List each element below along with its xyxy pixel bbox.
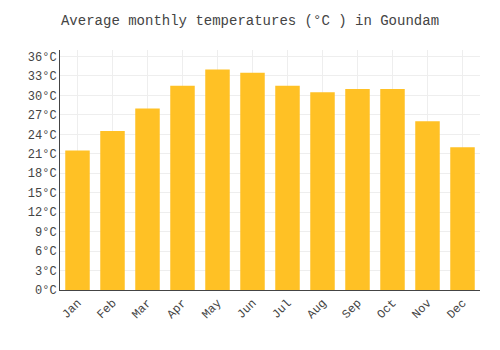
- svg-text:6°C: 6°C: [35, 245, 57, 259]
- svg-text:Apr: Apr: [164, 297, 189, 322]
- svg-text:9°C: 9°C: [35, 226, 57, 240]
- svg-text:33°C: 33°C: [28, 70, 57, 84]
- svg-text:Dec: Dec: [444, 297, 469, 322]
- svg-text:Nov: Nov: [409, 297, 434, 322]
- svg-text:27°C: 27°C: [28, 109, 57, 123]
- svg-text:36°C: 36°C: [28, 51, 57, 65]
- svg-text:May: May: [199, 297, 224, 322]
- svg-text:0°C: 0°C: [35, 284, 57, 298]
- svg-text:Jul: Jul: [269, 297, 294, 322]
- svg-text:Aug: Aug: [304, 297, 329, 322]
- svg-text:18°C: 18°C: [28, 167, 57, 181]
- svg-text:30°C: 30°C: [28, 90, 57, 104]
- svg-text:Jan: Jan: [59, 297, 84, 322]
- svg-text:3°C: 3°C: [35, 265, 57, 279]
- svg-text:Jun: Jun: [234, 297, 259, 322]
- svg-text:24°C: 24°C: [28, 129, 57, 143]
- svg-text:21°C: 21°C: [28, 148, 57, 162]
- svg-text:Feb: Feb: [94, 297, 119, 322]
- svg-text:Mar: Mar: [129, 297, 154, 322]
- svg-text:Average monthly temperatures (: Average monthly temperatures (°C ) in Go…: [61, 13, 439, 29]
- svg-text:15°C: 15°C: [28, 187, 57, 201]
- svg-text:Oct: Oct: [374, 297, 399, 322]
- svg-text:Sep: Sep: [339, 297, 364, 322]
- svg-text:12°C: 12°C: [28, 206, 57, 220]
